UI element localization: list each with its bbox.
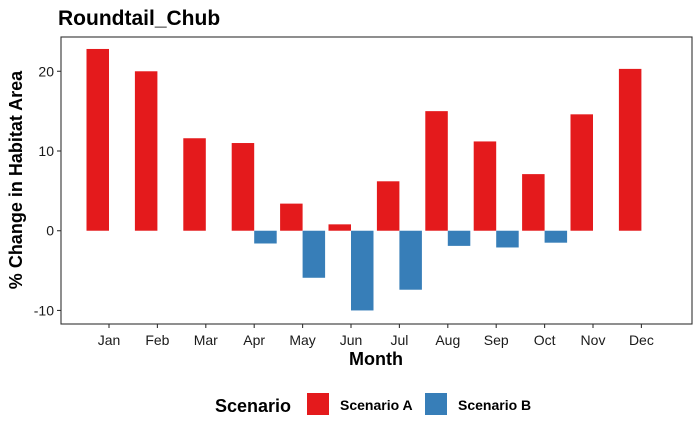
bars-layer [86,48,642,311]
x-tick-label: Jun [340,332,363,348]
bar-scenario-a-jul [376,181,400,231]
y-tick-label: 10 [38,143,54,159]
bar-scenario-b-sep [496,230,519,248]
y-tick-label: -10 [34,302,54,318]
x-tick-label: Mar [194,332,218,348]
bar-scenario-a-oct [522,174,545,231]
legend-title: Scenario [215,396,291,416]
x-tick-label: Aug [435,332,460,348]
bar-scenario-a-feb [134,71,158,231]
bar-scenario-a-dec [618,68,642,231]
bar-scenario-b-apr [254,230,277,244]
legend-label-scenario-b: Scenario B [458,397,531,413]
legend: Scenario Scenario A Scenario B [215,393,531,416]
x-axis-title: Month [349,349,403,369]
bar-scenario-b-jun [351,230,374,311]
y-axis-title: % Change in Habitat Area [6,70,26,289]
x-tick-label: Oct [534,332,556,348]
y-tick-label: 0 [46,223,54,239]
bar-scenario-b-aug [447,230,471,246]
bar-scenario-a-sep [473,141,497,231]
x-tick-label: May [289,332,315,348]
bar-scenario-a-jan [86,48,109,231]
x-axis: Jan Feb Mar Apr May Jun Jul Aug Sep Oct Nov Dec [98,324,654,348]
legend-swatch-scenario-a [307,393,329,415]
bar-scenario-a-jun [328,224,351,231]
bar-scenario-b-oct [544,230,568,243]
x-tick-label: Feb [145,332,169,348]
x-tick-label: Sep [484,332,509,348]
bar-scenario-b-may [302,230,326,278]
x-tick-label: Jan [98,332,121,348]
x-tick-label: Nov [581,332,606,348]
y-axis: -10 0 10 20 [34,63,61,318]
bar-scenario-a-mar [183,138,206,231]
bar-scenario-b-jul [399,230,422,290]
bar-scenario-a-may [280,203,303,231]
y-tick-label: 20 [38,63,54,79]
legend-swatch-scenario-b [425,393,447,415]
bar-scenario-a-apr [231,143,255,231]
chart-title: Roundtail_Chub [58,7,220,30]
legend-label-scenario-a: Scenario A [340,397,413,413]
bar-scenario-a-aug [425,111,448,231]
x-tick-label: Apr [243,332,265,348]
bar-scenario-a-nov [570,114,593,231]
x-tick-label: Jul [390,332,408,348]
x-tick-label: Dec [629,332,654,348]
plot-panel [60,36,693,325]
